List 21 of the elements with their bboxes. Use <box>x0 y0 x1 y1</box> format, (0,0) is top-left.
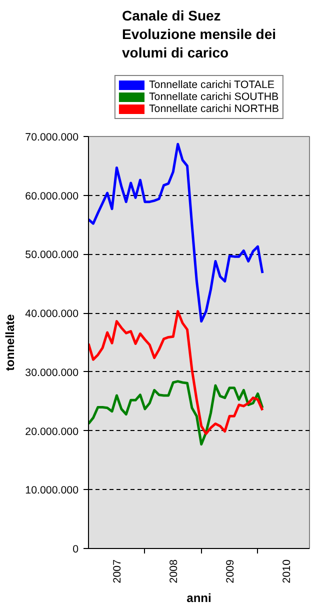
line-series <box>88 310 264 435</box>
y-tick-label: 10.000.000 <box>25 484 79 497</box>
y-tick-label: 20.000.000 <box>25 426 79 438</box>
chart-title: Canale di Suez Evoluzione mensile dei volumi di carico <box>122 8 276 60</box>
legend-label: Tonnellate carichi NORTHB <box>148 102 280 114</box>
x-tick-label: 2007 <box>112 559 124 584</box>
y-tick-label: 0 <box>72 544 79 556</box>
x-tick-label: 2010 <box>280 559 293 584</box>
x-tick-label: 2008 <box>168 559 180 584</box>
y-tick-label: 50.000.000 <box>25 249 79 262</box>
line-series <box>88 380 264 446</box>
y-tick-label: 30.000.000 <box>25 366 79 379</box>
legend-label: Tonnellate carichi SOUTHB <box>148 90 279 102</box>
x-axis-title: anni <box>186 591 212 606</box>
y-tick-label: 40.000.000 <box>25 308 79 320</box>
y-tick-label: 70.000.000 <box>25 132 79 144</box>
legend-label: Tonnellate carichi TOTALE <box>148 78 275 90</box>
y-axis-title: tonnellate <box>3 314 18 371</box>
y-tick-label: 60.000.000 <box>25 190 79 202</box>
x-tick-label: 2009 <box>224 559 237 584</box>
line-series <box>88 142 264 323</box>
